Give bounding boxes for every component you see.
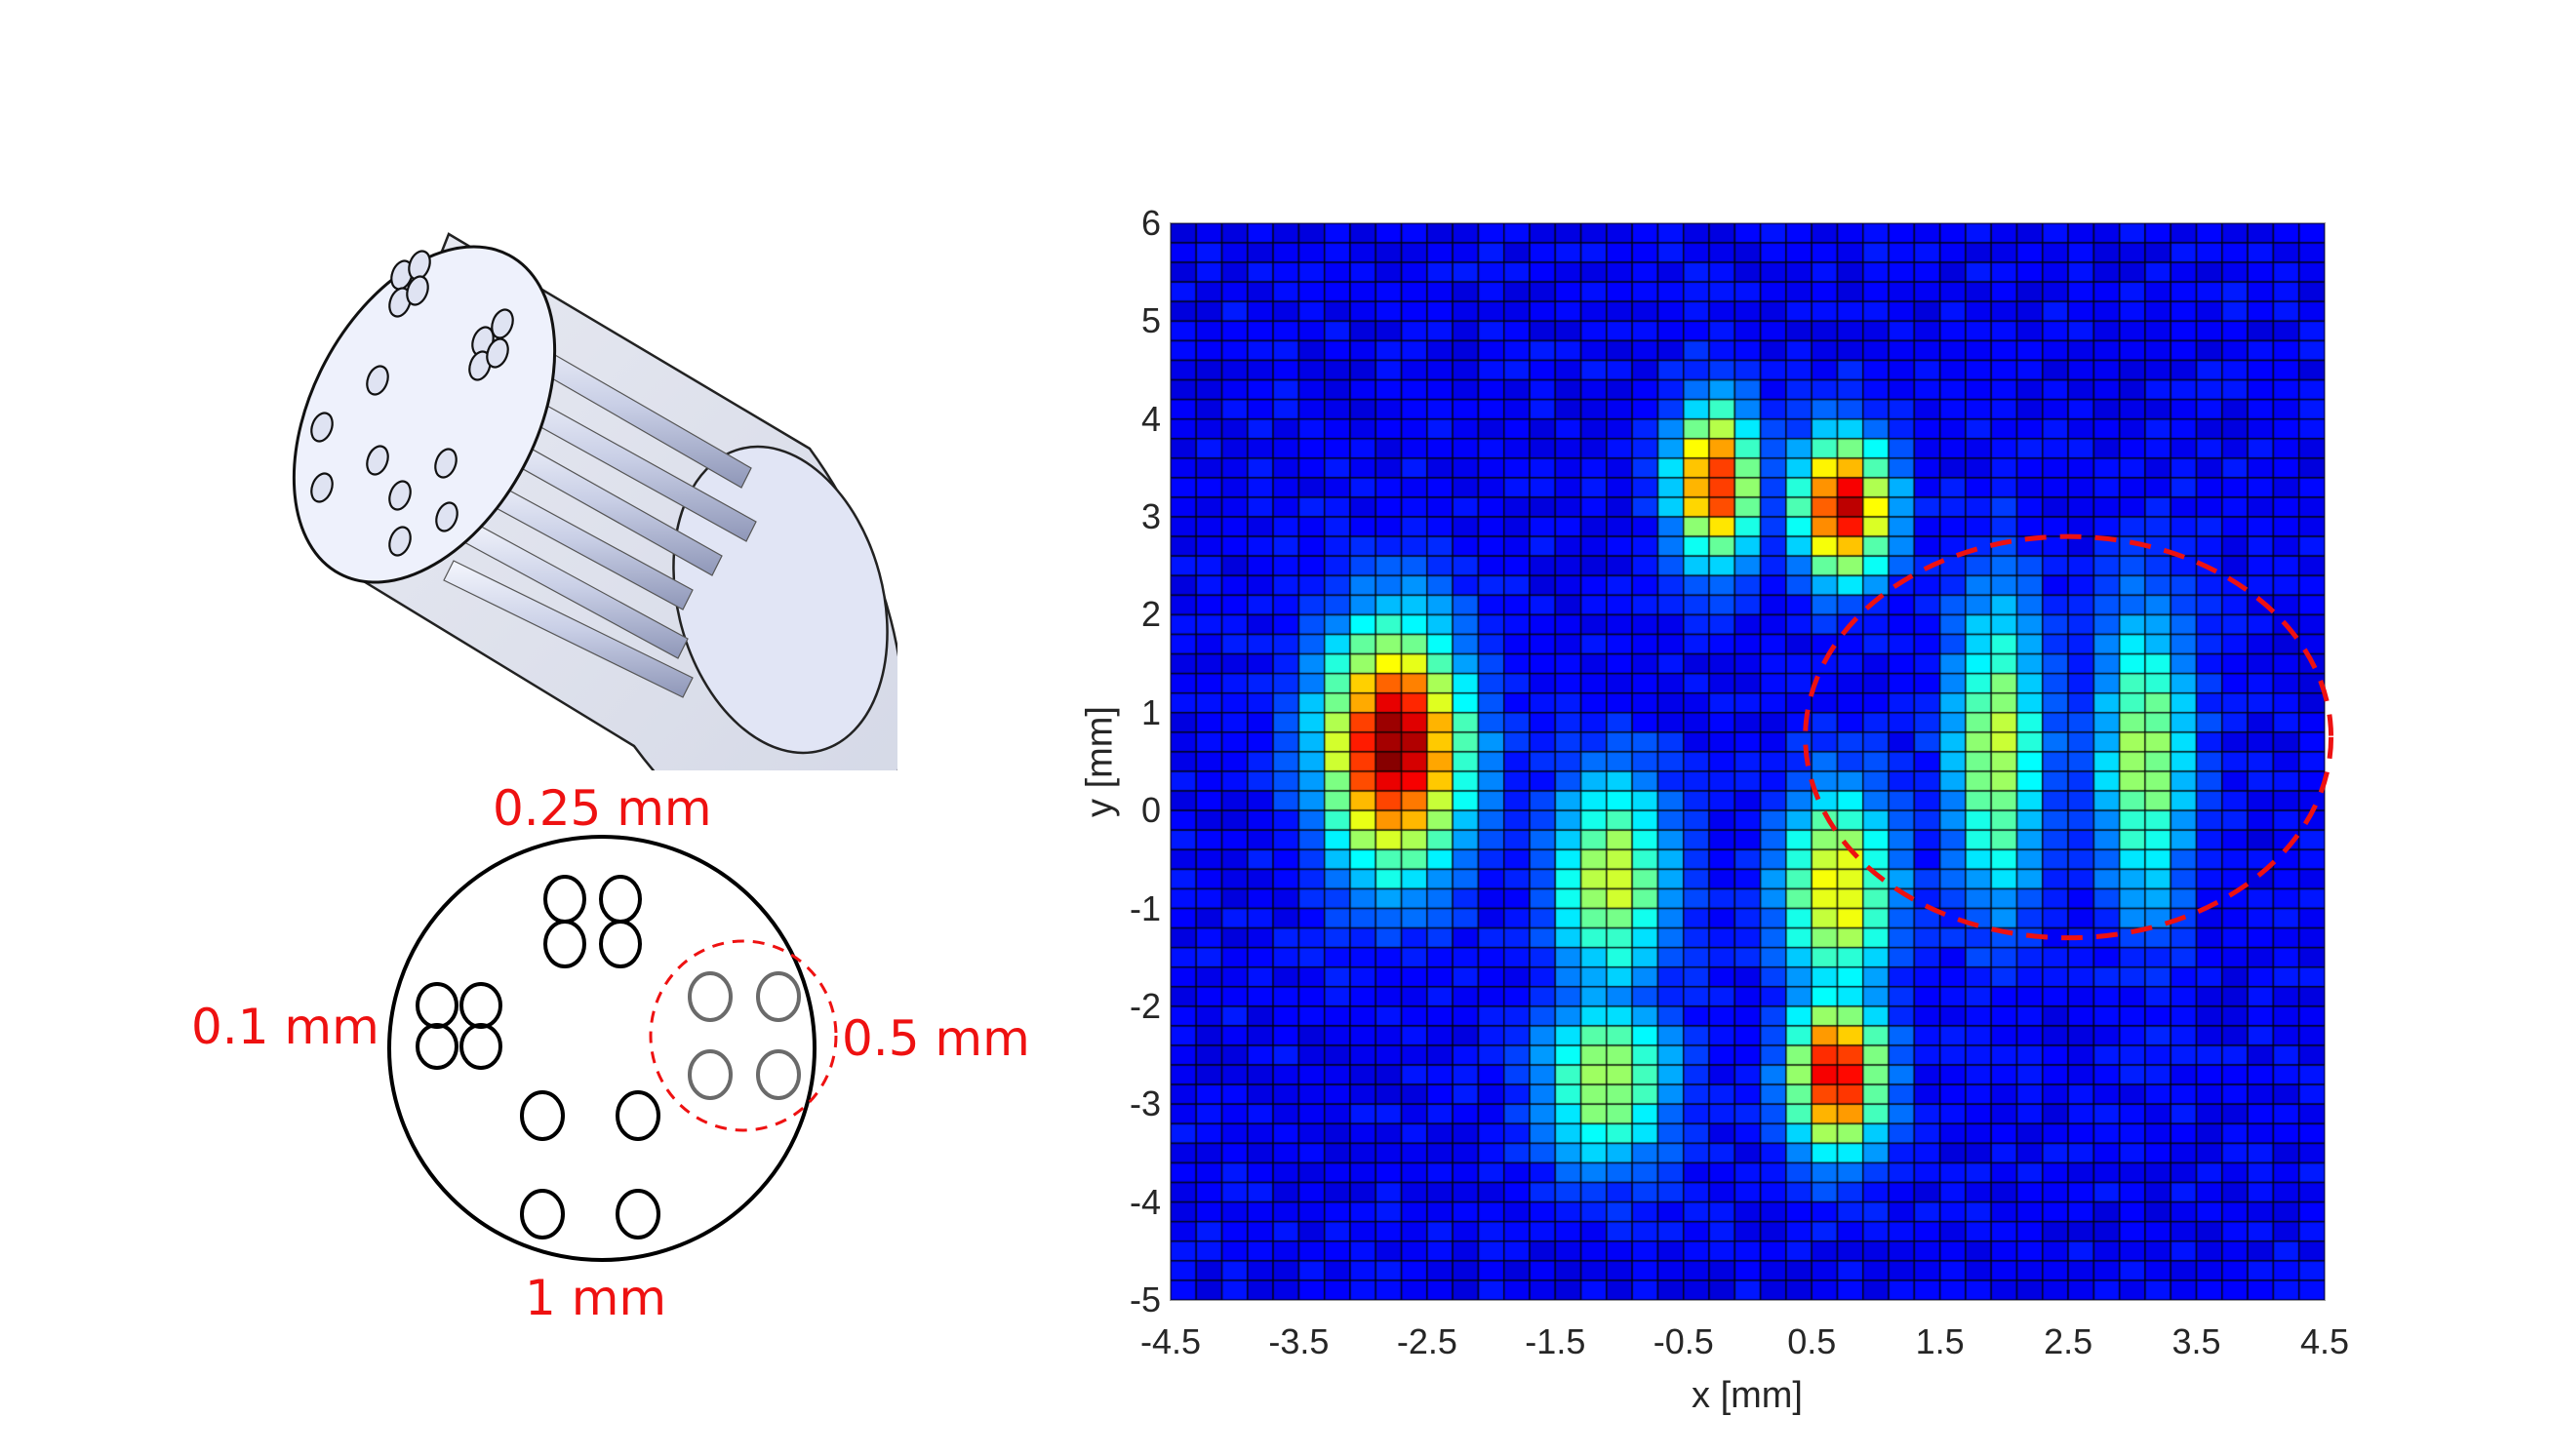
y-tick-label: 2 (1140, 594, 1161, 635)
y-tick-label: 0 (1140, 790, 1161, 831)
heatmap-plot-area (1170, 222, 2326, 1301)
hole-group-0.25mm (543, 875, 642, 968)
y-tick-label: 5 (1140, 300, 1161, 341)
y-tick-label: 1 (1140, 691, 1161, 732)
x-tick-label: 1.5 (1915, 1321, 1965, 1361)
cross-section-outline (387, 835, 817, 1262)
cylinder-front-face (292, 245, 557, 584)
x-tick-label: 0.5 (1787, 1321, 1837, 1361)
highlight-dashed-circle (1803, 533, 2334, 941)
y-tick-label: 6 (1140, 203, 1161, 243)
cylinder-3d-illustration (292, 232, 897, 770)
x-tick-label: -1.5 (1525, 1321, 1586, 1361)
label-1mm: 1 mm (525, 1270, 667, 1326)
hole-group-0.5mm (688, 971, 801, 1100)
y-tick-label: 3 (1140, 496, 1161, 537)
label-0.5mm: 0.5 mm (842, 1010, 1030, 1067)
y-tick-label: -1 (1129, 887, 1161, 928)
hole-group-0.1mm (416, 982, 502, 1070)
y-tick-label: -2 (1129, 985, 1161, 1026)
left-panel: 0.25 mm 0.1 mm 0.5 mm 1 mm (0, 0, 1073, 1456)
label-0.1mm: 0.1 mm (191, 999, 379, 1055)
y-tick-label: -5 (1129, 1279, 1161, 1319)
y-tick-label: -4 (1129, 1181, 1161, 1222)
x-tick-label: -0.5 (1653, 1321, 1714, 1361)
hole-group-1mm (520, 1090, 660, 1240)
x-tick-label: -4.5 (1139, 1321, 1202, 1361)
cross-section-diagram (387, 835, 838, 1262)
x-tick-label: -2.5 (1396, 1321, 1457, 1361)
label-0.25mm: 0.25 mm (493, 780, 712, 837)
x-axis-label: x [mm] (1692, 1375, 1803, 1416)
y-axis-label: y [mm] (1079, 706, 1121, 817)
heatmap-grid (1171, 223, 2325, 1300)
x-tick-label: -3.5 (1268, 1321, 1330, 1361)
highlight-dashed-circle-small (649, 939, 838, 1132)
y-tick-label: -3 (1129, 1083, 1161, 1124)
heatmap-overlay (1803, 533, 2334, 941)
y-tick-label: 4 (1140, 398, 1161, 439)
x-tick-label: 2.5 (2044, 1321, 2093, 1361)
x-tick-label: 3.5 (2171, 1321, 2221, 1361)
x-tick-label: 4.5 (2299, 1321, 2350, 1361)
